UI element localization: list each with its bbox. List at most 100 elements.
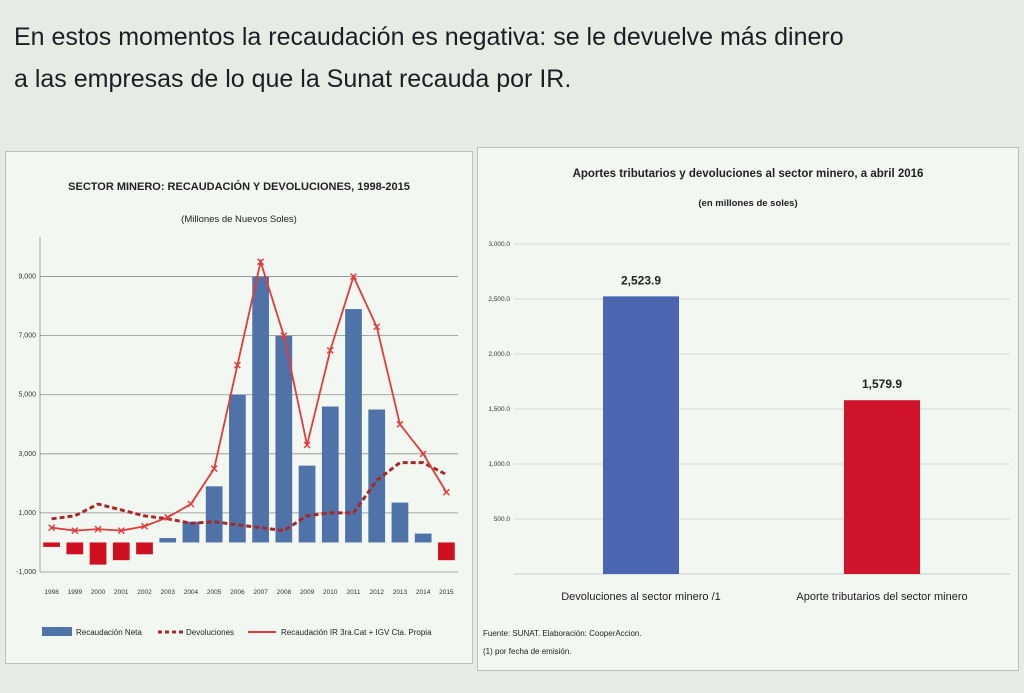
bar-recaudacion-neta bbox=[345, 309, 362, 543]
y-tick-label: -1,000 bbox=[16, 569, 36, 576]
marker-recaudacion-ir bbox=[419, 450, 427, 458]
y-tick-label: 9,000 bbox=[18, 274, 36, 281]
y-tick-label: 2,000.0 bbox=[488, 351, 510, 358]
y-tick-label: 1,000 bbox=[18, 510, 36, 517]
marker-recaudacion-ir bbox=[373, 323, 381, 331]
headline-line-1: En estos momentos la recaudación es nega… bbox=[14, 23, 844, 51]
x-category-label: 2014 bbox=[416, 589, 431, 596]
x-category-label: 2013 bbox=[393, 589, 408, 596]
bar bbox=[844, 400, 920, 574]
marker-recaudacion-ir bbox=[71, 527, 79, 535]
x-category-label: 2011 bbox=[347, 589, 361, 596]
x-category-label: 2010 bbox=[323, 589, 338, 596]
line-recaudacion-ir bbox=[51, 258, 448, 532]
y-tick-label: 7,000 bbox=[18, 333, 36, 340]
mining-revenue-chart-panel: SECTOR MINERO: RECAUDACIÓN Y DEVOLUCIONE… bbox=[5, 151, 473, 664]
bar-recaudacion-neta bbox=[414, 533, 432, 543]
y-tick-label: 500.0 bbox=[494, 516, 511, 523]
bar-recaudacion-neta bbox=[275, 335, 293, 543]
chart-subtitle: (en millones de soles) bbox=[698, 198, 797, 209]
bar-recaudacion-neta bbox=[391, 502, 409, 543]
marker-recaudacion-ir bbox=[48, 524, 56, 532]
legend-label-devoluciones: Devoluciones bbox=[186, 628, 234, 637]
y-tick-label: 5,000 bbox=[18, 392, 36, 399]
bar-value-label: 2,523.9 bbox=[621, 273, 661, 287]
x-category-label: 1999 bbox=[68, 589, 83, 596]
bar bbox=[603, 296, 679, 574]
x-category-label: Aporte tributarios del sector minero bbox=[796, 591, 967, 603]
bar-recaudacion-neta bbox=[368, 409, 386, 543]
x-category-label: 2009 bbox=[300, 589, 315, 596]
series-lines bbox=[48, 258, 450, 535]
slide-headline: En estos momentos la recaudación es nega… bbox=[14, 16, 1004, 100]
x-category-label: 2001 bbox=[114, 589, 129, 596]
bars: 2,523.9 1,579.9 bbox=[603, 273, 920, 574]
x-axis-categories: 1998 1999 2000 2001 2002 2003 2004 2005 2006 2007… bbox=[44, 589, 454, 596]
marker-recaudacion-ir bbox=[280, 332, 288, 340]
source-note: Fuente: SUNAT. Elaboración: CooperAccion… bbox=[483, 629, 642, 638]
x-axis-categories: Devoluciones al sector minero /1 Aporte t… bbox=[561, 591, 967, 603]
y-tick-label: 2,500.0 bbox=[488, 296, 510, 303]
contributions-vs-refunds-chart-panel: Aportes tributarios y devoluciones al se… bbox=[477, 147, 1019, 671]
mining-revenue-chart: SECTOR MINERO: RECAUDACIÓN Y DEVOLUCIONE… bbox=[16, 180, 458, 637]
x-category-label: Devoluciones al sector minero /1 bbox=[561, 591, 721, 603]
marker-recaudacion-ir bbox=[350, 273, 357, 281]
chart-subtitle: (Millones de Nuevos Soles) bbox=[181, 214, 297, 225]
legend-label-ir: Recaudación IR 3ra.Cat + IGV Cta. Propia bbox=[281, 628, 432, 637]
y-tick-label: 1,000.0 bbox=[488, 461, 510, 468]
contributions-vs-refunds-chart: Aportes tributarios y devoluciones al se… bbox=[483, 168, 1010, 656]
bar-value-label: 1,579.9 bbox=[862, 377, 902, 391]
bar-recaudacion-neta bbox=[159, 538, 177, 543]
bar-recaudacion-neta bbox=[438, 542, 455, 561]
legend-swatch-neta bbox=[42, 627, 72, 636]
marker-recaudacion-ir bbox=[233, 361, 241, 369]
marker-recaudacion-ir bbox=[141, 522, 148, 530]
y-tick-label: 1,500.0 bbox=[488, 406, 510, 413]
marker-recaudacion-ir bbox=[257, 258, 265, 266]
gridlines bbox=[514, 243, 1010, 575]
x-category-label: 2005 bbox=[207, 589, 222, 596]
bar-recaudacion-neta bbox=[43, 542, 60, 547]
legend: Recaudación Neta Devoluciones Recaudació… bbox=[42, 627, 432, 637]
x-category-label: 2006 bbox=[230, 589, 245, 596]
marker-recaudacion-ir bbox=[117, 527, 125, 535]
bar-recaudacion-neta bbox=[112, 542, 130, 561]
marker-recaudacion-ir bbox=[303, 441, 311, 449]
chart-title: SECTOR MINERO: RECAUDACIÓN Y DEVOLUCIONE… bbox=[68, 180, 410, 193]
bar-recaudacion-neta bbox=[229, 394, 246, 543]
marker-recaudacion-ir bbox=[187, 500, 195, 508]
bar-recaudacion-neta bbox=[182, 521, 200, 543]
x-category-label: 2015 bbox=[439, 589, 454, 596]
marker-recaudacion-ir bbox=[210, 465, 218, 473]
gridlines bbox=[39, 237, 458, 573]
x-category-label: 2004 bbox=[184, 589, 199, 596]
bar-recaudacion-neta bbox=[321, 406, 339, 543]
bar-recaudacion-neta bbox=[89, 542, 107, 565]
footnote: (1) por fecha de emisión. bbox=[483, 647, 572, 656]
x-category-label: 1998 bbox=[44, 589, 59, 596]
marker-recaudacion-ir bbox=[164, 513, 172, 521]
x-category-label: 2003 bbox=[160, 589, 175, 596]
line-devoluciones bbox=[51, 461, 448, 533]
y-tick-label: 3,000 bbox=[18, 451, 36, 458]
bar-recaudacion-neta bbox=[205, 486, 223, 543]
y-axis-ticks: 500.0 1,000.0 1,500.0 2,000.0 2,500.0 3,000.0 bbox=[488, 241, 510, 523]
x-category-label: 2007 bbox=[253, 589, 268, 596]
y-axis-ticks: -1,000 1,000 3,000 5,000 7,000 9,000 bbox=[16, 274, 36, 576]
x-category-label: 2002 bbox=[137, 589, 152, 596]
marker-recaudacion-ir bbox=[396, 420, 404, 428]
x-category-label: 2008 bbox=[277, 589, 292, 596]
x-category-label: 2000 bbox=[91, 589, 106, 596]
chart-title: Aportes tributarios y devoluciones al se… bbox=[573, 168, 924, 180]
y-tick-label: 3,000.0 bbox=[488, 241, 510, 248]
bar-recaudacion-neta bbox=[298, 465, 316, 543]
bar-recaudacion-neta bbox=[66, 542, 84, 555]
marker-recaudacion-ir bbox=[94, 525, 102, 533]
headline-line-2: a las empresas de lo que la Sunat recaud… bbox=[14, 65, 572, 93]
bar-recaudacion-neta bbox=[252, 276, 269, 543]
marker-recaudacion-ir bbox=[326, 346, 334, 354]
marker-recaudacion-ir bbox=[442, 488, 450, 496]
legend-label-neta: Recaudación Neta bbox=[76, 628, 142, 637]
recaudacion-neta-bars bbox=[43, 276, 455, 565]
bar-recaudacion-neta bbox=[136, 542, 153, 555]
